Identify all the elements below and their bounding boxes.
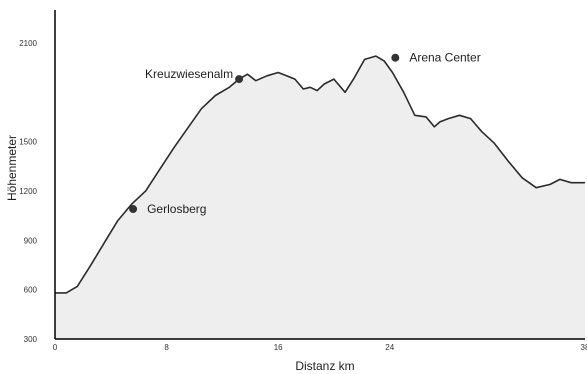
elevation-profile-line (55, 55, 585, 294)
waypoint-label: Kreuzwiesenalm (145, 67, 233, 81)
y-tick-label: 300 (24, 335, 38, 344)
x-tick-label: 38 (581, 343, 587, 352)
elevation-area-fill (55, 56, 585, 339)
y-axis-ticks: 300 600 900 1200 1500 2100 (19, 39, 37, 344)
y-tick-label: 900 (24, 236, 38, 245)
x-axis-ticks: 0 8 16 24 38 (53, 343, 587, 352)
y-axis-title: Höhenmeter (5, 135, 19, 201)
y-tick-label: 2100 (19, 39, 37, 48)
waypoint-marker (129, 205, 138, 214)
x-axis-title: Distanz km (295, 359, 354, 373)
waypoint-markers: Gerlosberg Kreuzwiesenalm Arena Center (129, 51, 481, 216)
x-tick-label: 16 (274, 343, 283, 352)
waypoint-marker (391, 53, 400, 62)
y-tick-label: 1500 (19, 138, 37, 147)
y-tick-label: 1200 (19, 187, 37, 196)
waypoint-marker (235, 75, 244, 84)
x-tick-label: 24 (385, 343, 394, 352)
waypoint-label: Arena Center (409, 51, 480, 65)
y-tick-label: 600 (24, 286, 38, 295)
x-tick-label: 8 (164, 343, 169, 352)
waypoint-label: Gerlosberg (147, 202, 206, 216)
x-tick-label: 0 (53, 343, 58, 352)
